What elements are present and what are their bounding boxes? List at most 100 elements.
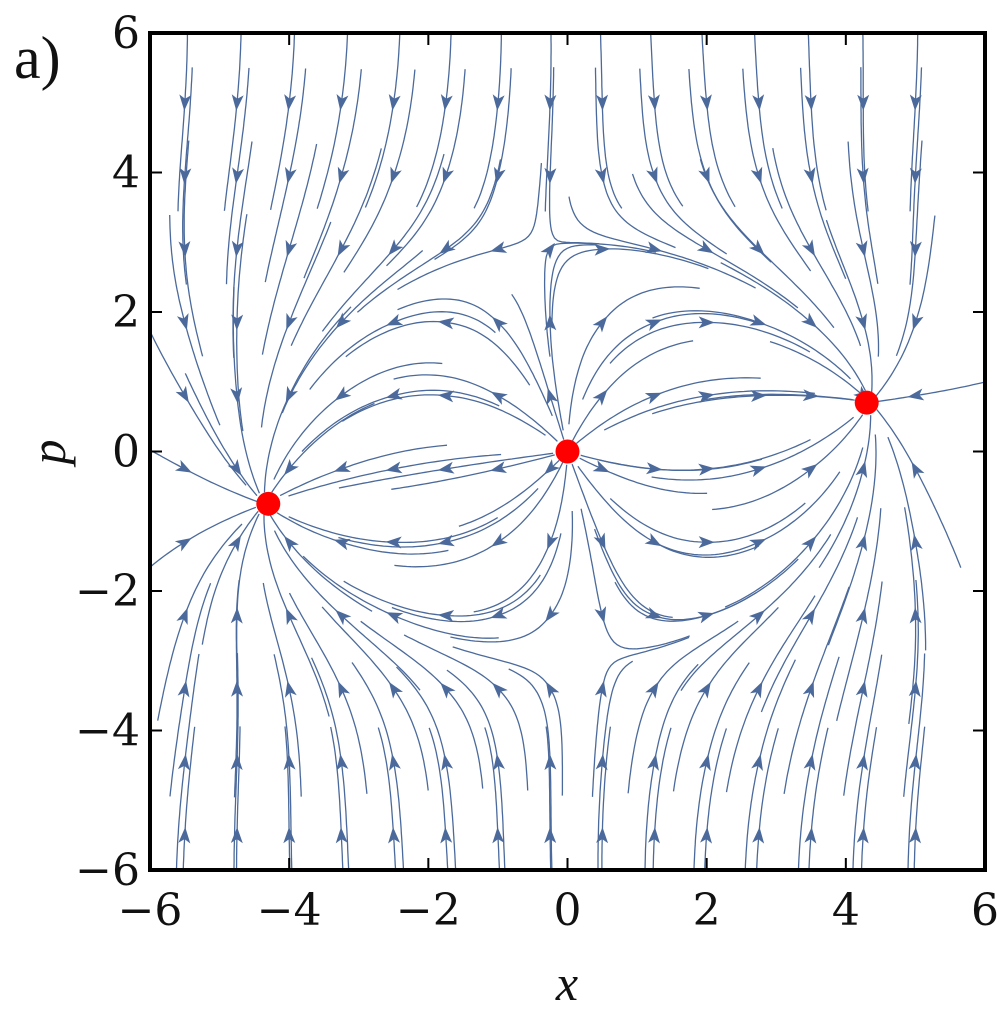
stream-arrowhead <box>284 535 299 553</box>
stream-arrowhead <box>645 241 663 253</box>
streamline <box>360 620 484 789</box>
streamline <box>720 262 866 391</box>
stream-arrowhead <box>909 240 922 258</box>
streamline <box>403 634 529 791</box>
stream-arrowhead <box>908 753 921 771</box>
stream-arrowhead <box>336 753 349 771</box>
streamline <box>609 498 806 543</box>
streamline <box>725 595 816 793</box>
stream-arrowhead <box>174 537 192 552</box>
stream-arrowhead <box>175 385 189 403</box>
streamline <box>672 606 779 792</box>
x-tick-label: 2 <box>693 885 721 936</box>
stream-arrowhead <box>178 240 191 258</box>
streamline <box>264 68 307 283</box>
stream-arrowhead <box>547 532 559 550</box>
streamline <box>878 381 985 403</box>
streamline <box>818 415 872 569</box>
streamline <box>377 727 397 870</box>
streamline <box>571 463 673 619</box>
stream-arrowhead <box>544 314 557 331</box>
streamline <box>860 727 878 870</box>
streamline <box>343 69 416 273</box>
stream-arrowhead <box>544 753 557 771</box>
x-tick-label: −6 <box>118 885 183 936</box>
streamline <box>184 373 258 497</box>
y-tick-label: −6 <box>75 845 140 896</box>
streamline <box>473 33 503 209</box>
stream-arrowhead <box>592 460 610 473</box>
stream-arrowhead <box>855 534 868 552</box>
streamline <box>704 728 728 870</box>
streamline <box>428 727 449 870</box>
stream-arrowhead <box>286 312 298 330</box>
stream-arrowhead <box>334 386 352 401</box>
streamline <box>235 726 241 870</box>
stream-arrowhead <box>492 682 508 699</box>
fixed-point-marker <box>256 491 281 516</box>
stream-arrowhead <box>385 387 403 400</box>
streamline <box>601 726 612 870</box>
stream-arrowhead <box>856 827 869 844</box>
streamline <box>330 726 344 870</box>
streamline <box>302 555 499 639</box>
stream-arrowhead <box>855 461 868 479</box>
stream-arrowhead <box>697 391 715 403</box>
stream-arrowhead <box>437 461 455 474</box>
y-tick-label: 0 <box>112 427 140 478</box>
streamline <box>568 286 700 425</box>
streamline <box>909 33 919 212</box>
stream-arrowhead <box>804 94 817 111</box>
stream-arrowhead <box>912 312 924 331</box>
streamline <box>639 68 728 255</box>
streamline <box>269 33 296 211</box>
streamline <box>797 656 840 870</box>
stream-arrowhead <box>698 166 710 184</box>
stream-arrowhead <box>909 94 922 111</box>
streamline <box>397 163 543 291</box>
stream-arrowhead <box>231 94 244 111</box>
stream-arrowhead <box>698 463 715 476</box>
streamline <box>284 726 291 870</box>
stream-arrowhead <box>594 680 607 698</box>
streamline <box>712 414 864 511</box>
stream-arrowhead <box>908 680 921 698</box>
stream-arrowhead <box>440 827 453 844</box>
streamline <box>473 464 568 613</box>
stream-arrowhead <box>646 166 658 184</box>
stream-arrowhead <box>802 389 820 402</box>
stream-arrowhead <box>285 385 299 403</box>
streamline <box>262 582 302 797</box>
panel-label: a) <box>14 25 61 91</box>
stream-arrowhead <box>442 166 454 184</box>
streamline <box>309 311 496 390</box>
streamline <box>316 33 349 209</box>
streamline <box>201 510 259 645</box>
streamline <box>281 250 424 414</box>
stream-arrowhead <box>231 314 244 331</box>
stream-arrowhead <box>698 316 715 329</box>
stream-arrowhead <box>284 458 299 476</box>
stream-arrowhead <box>230 753 243 771</box>
streamline <box>702 393 853 401</box>
streamline <box>269 514 373 612</box>
stream-arrowhead <box>801 464 818 479</box>
streamline <box>364 33 401 208</box>
stream-arrowhead <box>439 239 456 254</box>
streamline <box>652 727 672 870</box>
stream-arrowhead <box>333 460 351 472</box>
stream-arrowhead <box>645 462 663 475</box>
stream-arrowhead <box>803 754 816 771</box>
streamline <box>650 33 684 207</box>
streamline <box>913 726 926 870</box>
stream-arrowhead <box>492 94 505 111</box>
stream-arrowhead <box>644 533 662 547</box>
stream-arrowhead <box>283 753 296 771</box>
y-axis-label: p <box>20 440 76 468</box>
streamline <box>699 159 835 329</box>
stream-arrowhead <box>283 827 296 844</box>
stream-arrowhead <box>492 827 505 844</box>
stream-arrowhead <box>909 827 922 844</box>
stream-arrowhead <box>546 388 559 406</box>
streamline <box>887 436 927 651</box>
